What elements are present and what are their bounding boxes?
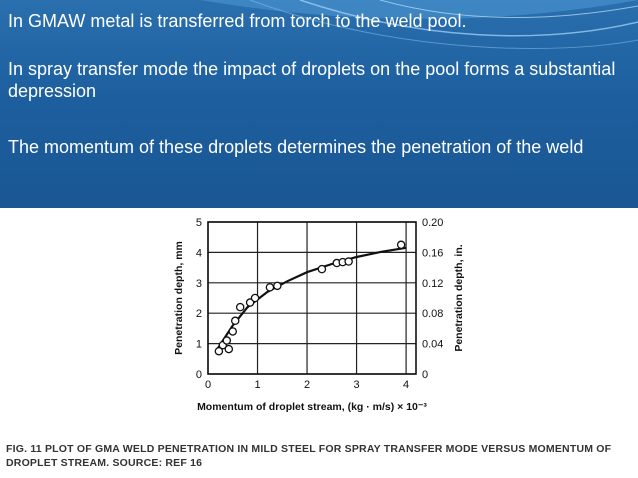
x-tick-label: 1 [254, 379, 260, 391]
data-point [250, 293, 260, 303]
banner-swoosh-decoration [200, 0, 638, 50]
y-tick-label: 1 [196, 339, 202, 351]
y-tick-label: 2 [196, 308, 202, 320]
data-point [235, 302, 245, 312]
y2-tick-label: 0.20 [422, 217, 443, 229]
y-axis-label: Penetration depth, mm [173, 241, 185, 355]
y-tick-label: 4 [196, 247, 202, 259]
y2-tick-label: 0 [422, 369, 428, 381]
y-tick-label: 5 [196, 217, 202, 229]
data-point [228, 327, 238, 336]
x-tick-label: 4 [403, 379, 409, 391]
data-point [396, 240, 406, 250]
y2-tick-label: 0.08 [422, 308, 443, 320]
slide-line-1: In GMAW metal is transferred from torch … [8, 11, 467, 31]
x-tick-label: 3 [354, 379, 360, 391]
y2-tick-label: 0.16 [422, 247, 443, 259]
y-tick-label: 0 [196, 369, 202, 381]
slide-line-3: The momentum of these droplets determine… [8, 137, 584, 157]
data-point [222, 336, 232, 345]
plot-frame [207, 221, 417, 375]
data-point [265, 283, 275, 292]
data-point [214, 346, 224, 356]
penetration-chart: 0 1 2 3 4 0 1 2 3 4 5 0 0.04 0.08 0.12 0.16 0.20 Momentum… [173, 217, 465, 413]
y2-tick-label: 0.04 [422, 339, 443, 351]
x-tick-label: 2 [304, 379, 310, 391]
y-tick-label: 3 [196, 278, 202, 290]
fit-curve [216, 246, 407, 349]
figure-caption: FIG. 11 PLOT OF GMA WELD PENETRATION IN … [6, 443, 612, 469]
y2-axis-label: Penetration depth, in. [453, 244, 465, 351]
data-point [344, 257, 353, 266]
data-point [224, 344, 234, 354]
slide-line-2: In spray transfer mode the impact of dro… [8, 59, 616, 101]
y2-tick-label: 0.12 [422, 278, 443, 290]
data-point [273, 281, 282, 291]
x-tick-label: 0 [205, 379, 211, 391]
title-banner: In GMAW metal is transferred from torch … [0, 0, 638, 208]
x-axis-label: Momentum of droplet stream, (kg · m/s) ×… [197, 401, 427, 413]
data-point [317, 264, 327, 274]
data-point [230, 316, 240, 326]
